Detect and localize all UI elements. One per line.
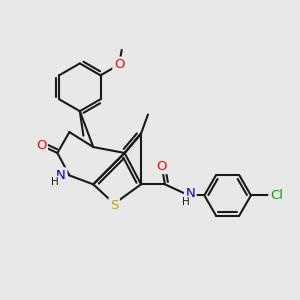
Text: N: N [56, 169, 66, 182]
Text: N: N [185, 187, 195, 200]
Text: S: S [110, 199, 118, 212]
Text: O: O [36, 139, 46, 152]
Text: Cl: Cl [270, 189, 283, 202]
Text: H: H [182, 197, 190, 207]
Text: H: H [51, 177, 58, 187]
Text: O: O [157, 160, 167, 172]
Text: O: O [114, 58, 124, 71]
